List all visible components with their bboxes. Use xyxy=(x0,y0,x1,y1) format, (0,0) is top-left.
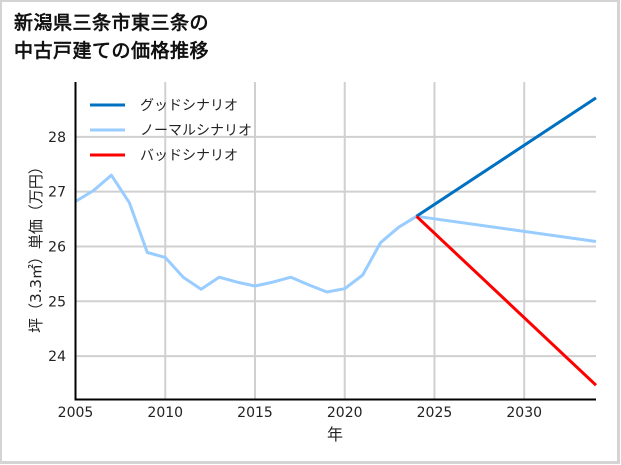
chart-title-line-2: 中古戸建ての価格推移 xyxy=(14,40,210,62)
y-tick-label: 25 xyxy=(48,294,66,310)
chart-title-line-1: 新潟県三条市東三条の xyxy=(14,12,210,34)
x-tick-label: 2015 xyxy=(237,405,273,421)
y-tick-label: 26 xyxy=(48,239,66,255)
data-series xyxy=(74,96,598,387)
x-tick-label: 2025 xyxy=(417,405,453,421)
legend-label-0: グッドシナリオ xyxy=(140,98,238,114)
y-tick-label: 28 xyxy=(48,130,66,146)
chart-title: 新潟県三条市東三条の 中古戸建ての価格推移 xyxy=(14,9,209,65)
x-tick-label: 2030 xyxy=(506,405,542,421)
legend-label-1: ノーマルシナリオ xyxy=(140,123,252,139)
x-axis-label: 年 xyxy=(327,425,343,444)
y-tick-labels: 24 25 26 27 28 xyxy=(48,130,66,365)
x-tick-labels: 2005 2010 2015 2020 2025 2030 xyxy=(58,405,542,421)
legend-label-2: バッドシナリオ xyxy=(140,148,238,164)
x-tick-label: 2020 xyxy=(327,405,363,421)
x-tick-label: 2005 xyxy=(58,405,94,421)
axes xyxy=(74,82,596,401)
gridlines xyxy=(74,82,596,400)
y-tick-label: 24 xyxy=(48,349,66,365)
series-line-1 xyxy=(74,173,597,294)
y-axis-label: 坪（3.3㎡）単価（万円） xyxy=(27,159,45,333)
series-line-0 xyxy=(415,96,597,218)
series-line-2 xyxy=(415,215,598,387)
y-tick-label: 27 xyxy=(48,185,66,201)
x-tick-label: 2010 xyxy=(147,405,183,421)
